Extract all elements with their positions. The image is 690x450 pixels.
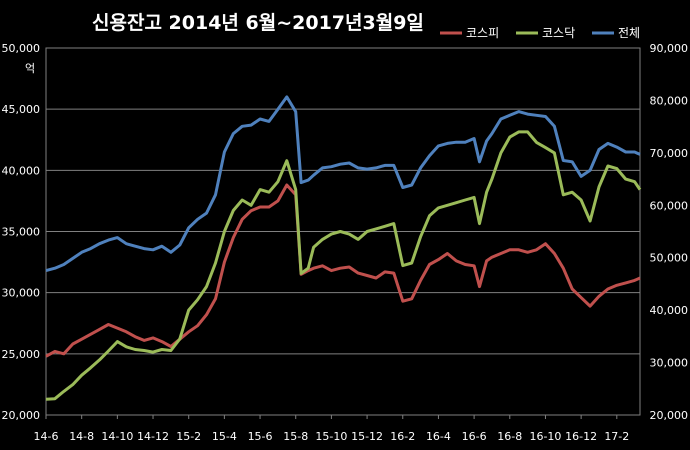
x-tick-label: 16-2 bbox=[390, 430, 415, 443]
x-tick-label: 15-6 bbox=[248, 430, 273, 443]
series-line-전체 bbox=[45, 95, 641, 273]
legend-label: 코스닥 bbox=[542, 26, 575, 40]
left-tick-label: 30,000 bbox=[2, 287, 41, 300]
right-tick-label: 90,000 bbox=[650, 42, 689, 55]
x-tick-label: 15-2 bbox=[176, 430, 201, 443]
x-tick-label: 15-10 bbox=[315, 430, 347, 443]
legend: 코스피 코스닥 전체 bbox=[440, 26, 640, 40]
x-tick-label: 15-4 bbox=[212, 430, 237, 443]
x-tick-label: 16-12 bbox=[565, 430, 597, 443]
left-axis-unit: 억 bbox=[25, 62, 35, 75]
left-tick-label: 25,000 bbox=[2, 348, 41, 361]
x-axis: 14-6 14-8 14-10 14-12 15-2 15-4 15-6 15-8 15-10 1… bbox=[34, 415, 629, 443]
x-tick-label: 14-6 bbox=[34, 430, 59, 443]
left-tick-label: 20,000 bbox=[2, 409, 41, 422]
legend-label: 전체 bbox=[618, 26, 640, 40]
right-tick-label: 50,000 bbox=[650, 252, 689, 265]
right-axis: 20,000 30,000 40,000 50,000 60,000 70,000 80,0… bbox=[650, 42, 689, 422]
left-tick-label: 40,000 bbox=[2, 164, 41, 177]
left-tick-label: 45,000 bbox=[2, 103, 41, 116]
series-layer bbox=[45, 95, 642, 401]
x-tick-label: 16-8 bbox=[497, 430, 522, 443]
x-tick-label: 16-10 bbox=[529, 430, 561, 443]
x-tick-label: 15-8 bbox=[283, 430, 308, 443]
right-tick-label: 60,000 bbox=[650, 199, 689, 212]
chart-title: 신용잔고 2014년 6월~2017년3월9일 bbox=[92, 12, 424, 34]
right-tick-label: 40,000 bbox=[650, 304, 689, 317]
x-tick-label: 16-4 bbox=[426, 430, 451, 443]
right-tick-label: 20,000 bbox=[650, 409, 689, 422]
x-tick-label: 14-8 bbox=[69, 430, 94, 443]
series-line-코스닥 bbox=[45, 130, 642, 401]
left-tick-label: 50,000 bbox=[2, 42, 41, 55]
x-tick-label: 14-12 bbox=[137, 430, 169, 443]
x-tick-label: 17-2 bbox=[604, 430, 629, 443]
right-tick-label: 80,000 bbox=[650, 94, 689, 107]
legend-label: 코스피 bbox=[466, 26, 499, 40]
left-tick-label: 35,000 bbox=[2, 226, 41, 239]
right-tick-label: 30,000 bbox=[650, 357, 689, 370]
right-tick-label: 70,000 bbox=[650, 147, 689, 160]
series-line-코스피 bbox=[45, 183, 641, 358]
x-tick-label: 16-6 bbox=[462, 430, 487, 443]
x-tick-label: 14-10 bbox=[101, 430, 133, 443]
left-axis: 20,000 25,000 30,000 35,000 40,000 45,000 50,0… bbox=[2, 42, 41, 422]
x-tick-label: 15-12 bbox=[351, 430, 383, 443]
